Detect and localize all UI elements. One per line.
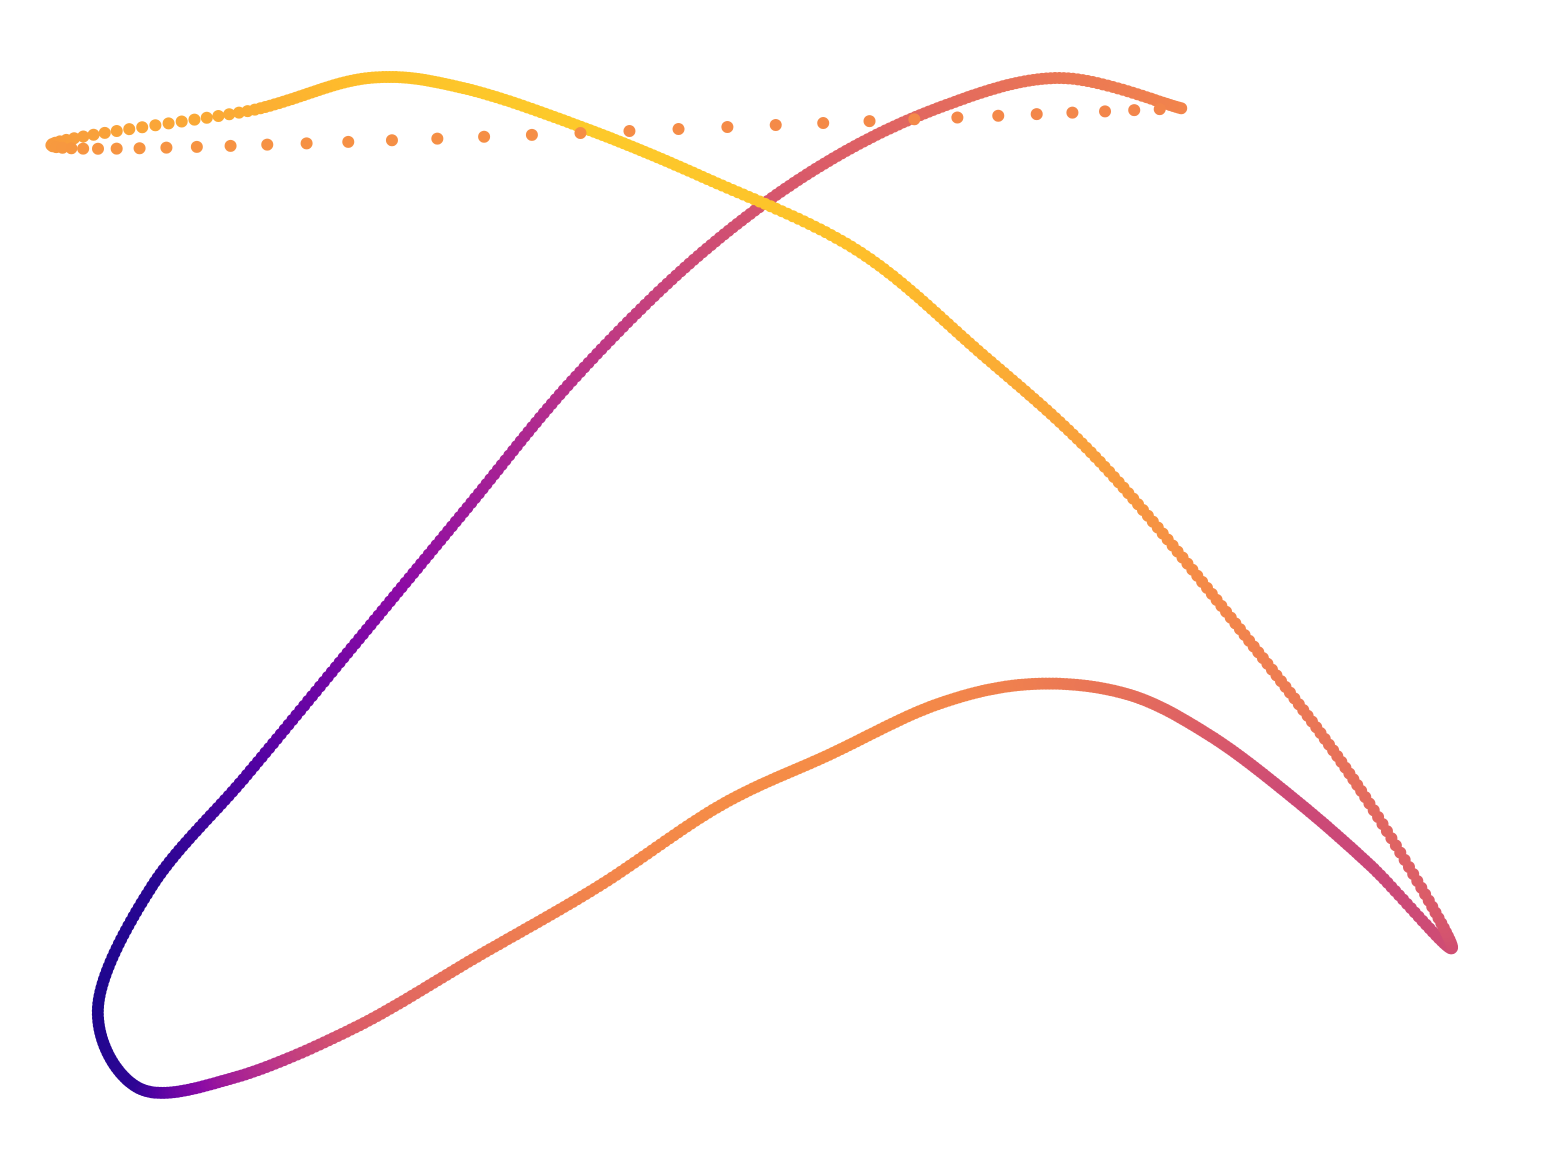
scatter-point <box>77 142 90 155</box>
scatter-point <box>992 109 1005 122</box>
scatter-point <box>908 113 921 126</box>
scatter-point <box>951 111 964 124</box>
scatter-point <box>136 121 149 134</box>
scatter-point <box>721 121 734 134</box>
scatter-point <box>300 137 313 150</box>
scatter-point <box>188 113 201 126</box>
scatter-point <box>212 109 225 122</box>
scatter-point <box>87 128 100 141</box>
scatter-point <box>1030 108 1043 121</box>
scatter-point <box>672 123 685 136</box>
scatter-points <box>45 70 1459 1099</box>
scatter-point <box>431 132 444 145</box>
scatter-point <box>98 126 111 139</box>
scatter-point <box>1099 105 1112 118</box>
scatter-point <box>56 141 69 154</box>
scatter-point <box>224 139 237 152</box>
scatter-point <box>162 117 175 130</box>
scatter-point <box>385 134 398 147</box>
scatter-point <box>92 142 104 155</box>
scatter-point <box>110 142 123 155</box>
scatter-point <box>574 126 587 139</box>
scatter-point <box>77 130 90 143</box>
scatter-point <box>175 115 188 128</box>
scatter-point <box>478 130 491 143</box>
scatter-point <box>261 138 274 151</box>
scatter-point <box>65 142 78 155</box>
scatter-point <box>817 117 830 130</box>
scatter-point <box>769 119 782 132</box>
scatter-point <box>149 119 162 132</box>
scatter-point <box>623 125 636 138</box>
scatter-point <box>863 115 876 128</box>
scatter-point <box>233 106 245 119</box>
scatter-point <box>123 123 136 136</box>
scatter-point <box>1128 104 1141 117</box>
scatter-point <box>160 141 173 154</box>
scatter-point <box>133 142 146 155</box>
scatter-point <box>525 128 538 141</box>
scatter-point <box>342 135 355 148</box>
scatter-point <box>223 108 236 121</box>
scatter-point <box>1153 103 1166 116</box>
scatter-point <box>200 111 213 124</box>
scatter-point <box>1066 106 1079 119</box>
scatter-point <box>110 125 123 138</box>
scatter-point <box>190 140 203 153</box>
